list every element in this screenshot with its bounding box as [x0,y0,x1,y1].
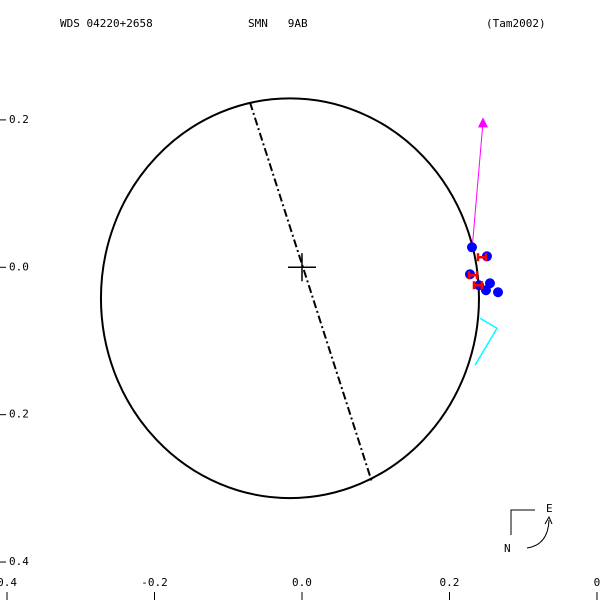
y-tick-label: 0.2 [9,408,29,421]
point [467,271,479,280]
y-tick-label: 0.2 [9,113,29,126]
x-tick-label: -0.2 [141,576,168,589]
annotation: (Tam2002) [486,17,546,30]
y-tick-label: 0.0 [9,260,29,273]
compass-east: E [546,502,553,515]
point [476,253,488,262]
y-tick-label: 0.4 [9,555,29,568]
x-tick-label: 0.2 [440,576,460,589]
point [472,281,484,290]
chart-title: WDS 04220+2658 [60,17,153,30]
point [484,278,495,289]
motion-arrowhead [477,117,488,128]
x-tick-label: 0 [594,576,600,589]
node-line [249,102,373,483]
motion-line [471,122,484,251]
chart-subtitle: SMN 9AB [248,17,308,30]
compass-north: N [504,542,511,555]
compass [510,509,553,549]
compass-axes [510,509,535,535]
point [493,287,504,298]
compass-arrow [526,515,553,549]
orbit [99,97,480,500]
point [466,242,477,253]
x-tick-label: 0.4 [0,576,17,589]
track [474,317,499,366]
x-tick-label: 0.0 [292,576,312,589]
